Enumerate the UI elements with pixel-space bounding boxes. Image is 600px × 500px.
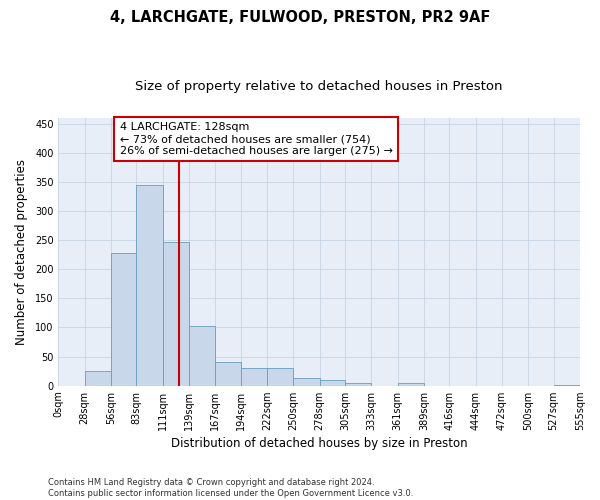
Bar: [85, 371, 111, 386]
Bar: [241, 368, 267, 386]
Text: 4, LARCHGATE, FULWOOD, PRESTON, PR2 9AF: 4, LARCHGATE, FULWOOD, PRESTON, PR2 9AF: [110, 10, 490, 25]
X-axis label: Distribution of detached houses by size in Preston: Distribution of detached houses by size …: [171, 437, 467, 450]
Bar: [189, 326, 215, 386]
Title: Size of property relative to detached houses in Preston: Size of property relative to detached ho…: [136, 80, 503, 93]
Y-axis label: Number of detached properties: Number of detached properties: [15, 158, 28, 344]
Bar: [163, 242, 189, 386]
Bar: [554, 385, 580, 386]
Bar: [293, 378, 320, 386]
Text: Contains HM Land Registry data © Crown copyright and database right 2024.
Contai: Contains HM Land Registry data © Crown c…: [48, 478, 413, 498]
Bar: [267, 368, 293, 386]
Bar: [136, 185, 163, 386]
Bar: [111, 253, 136, 386]
Bar: [398, 383, 424, 386]
Bar: [215, 362, 241, 386]
Bar: [320, 380, 345, 386]
Text: 4 LARCHGATE: 128sqm
← 73% of detached houses are smaller (754)
26% of semi-detac: 4 LARCHGATE: 128sqm ← 73% of detached ho…: [119, 122, 392, 156]
Bar: [345, 383, 371, 386]
